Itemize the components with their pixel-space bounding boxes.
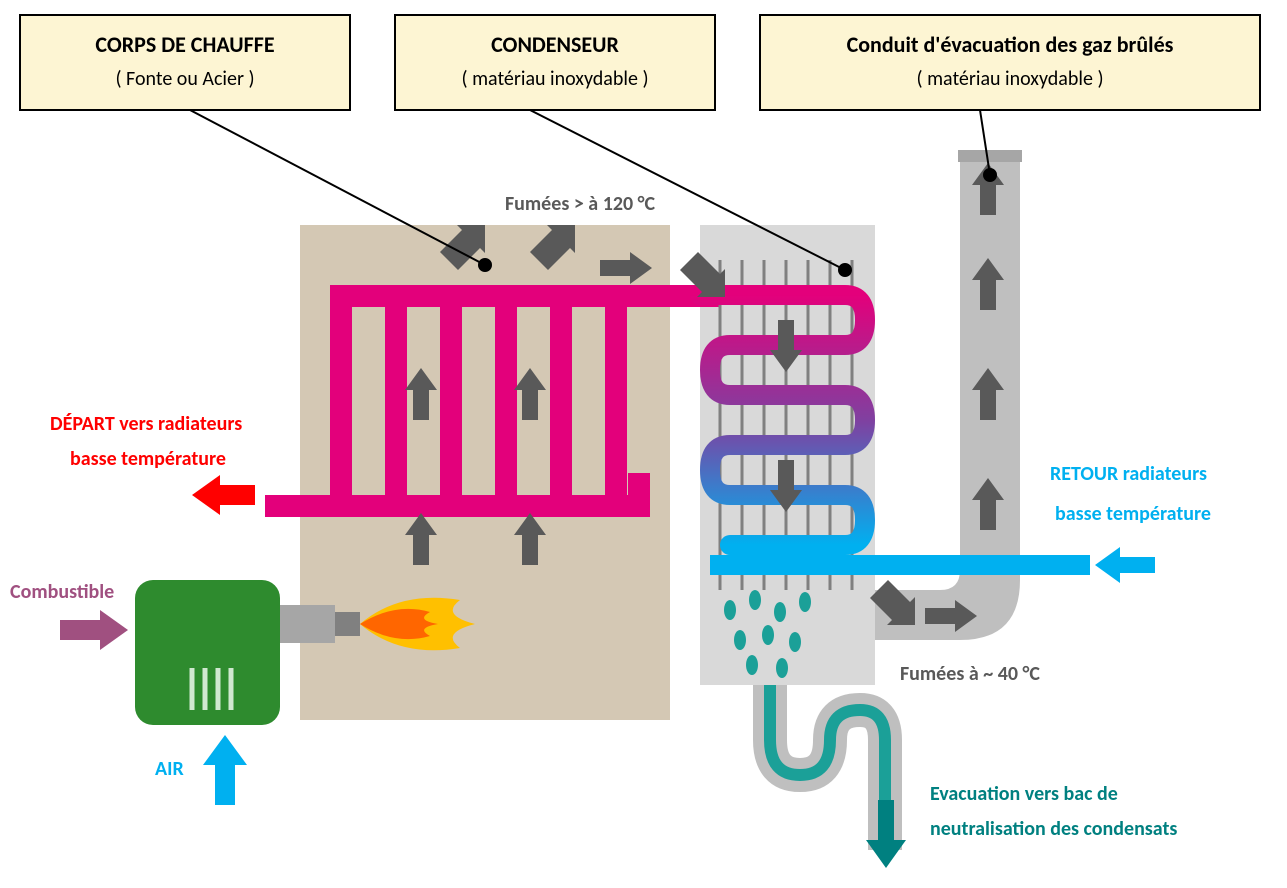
- diagram: CORPS DE CHAUFFE ( Fonte ou Acier ) COND…: [0, 0, 1287, 888]
- title-corps: CORPS DE CHAUFFE ( Fonte ou Acier ): [20, 15, 350, 110]
- evac-label-2: neutralisation des condensats: [930, 817, 1177, 841]
- corps-sub: ( Fonte ou Acier ): [115, 67, 254, 91]
- title-evacuation: Conduit d'évacuation des gaz brûlés ( ma…: [760, 15, 1260, 110]
- retour-label-1: RETOUR radiateurs: [1050, 462, 1207, 486]
- combustible-label: Combustible: [10, 580, 114, 604]
- corps-title: CORPS DE CHAUFFE: [95, 31, 274, 58]
- evac-sub: ( matériau inoxydable ): [916, 67, 1103, 91]
- title-condenseur: CONDENSEUR ( matériau inoxydable ): [395, 15, 715, 110]
- depart-label-1: DÉPART vers radiateurs: [50, 412, 242, 436]
- fumes-cold-label: Fumées à ~ 40 °C: [900, 662, 1040, 686]
- return-pipe: [710, 555, 1090, 575]
- retour-label-2: basse température: [1055, 502, 1211, 526]
- air-label: AIR: [155, 757, 184, 781]
- depart-label-2: basse température: [70, 447, 226, 471]
- evac-title: Conduit d'évacuation des gaz brûlés: [847, 31, 1174, 58]
- cond-title: CONDENSEUR: [491, 31, 619, 58]
- cond-sub: ( matériau inoxydable ): [461, 67, 648, 91]
- evac-label-1: Evacuation vers bac de: [930, 782, 1118, 806]
- fumes-hot-label: Fumées > à 120 °C: [505, 192, 655, 216]
